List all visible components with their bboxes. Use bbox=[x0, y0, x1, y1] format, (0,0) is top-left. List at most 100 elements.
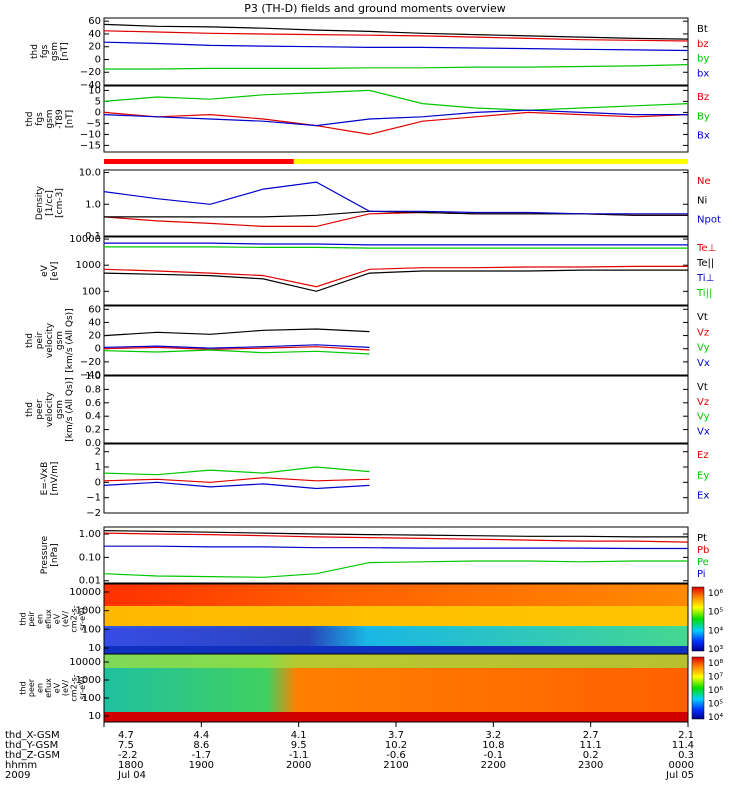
ephemeris-value: 4.1 bbox=[291, 730, 307, 741]
ephemeris-value: 0.3 bbox=[678, 750, 694, 761]
y-axis-label: [nPa] bbox=[50, 543, 60, 566]
y-axis-label: gsm bbox=[55, 331, 65, 350]
x-tick-label: 2200 bbox=[481, 760, 506, 771]
y-axis-label: thd bbox=[18, 681, 27, 694]
colorbar-tick-label: 10⁶ bbox=[708, 589, 723, 599]
y-tick-label: 60 bbox=[88, 304, 101, 315]
x-tick-label: 2100 bbox=[383, 760, 408, 771]
panel-1: 60 40 200 −20 −40 thd fgs gsm [nT] Bt bz by bx bbox=[30, 16, 709, 91]
y-tick-label: 10 bbox=[88, 711, 101, 722]
y-axis-label: en bbox=[35, 683, 44, 693]
y-axis-label: [nT] bbox=[60, 42, 70, 60]
y-axis-label: E=-VxB bbox=[40, 462, 50, 496]
panel-3: 10.0 1.0 0.1 Density [1/cc] [cm-3] Ne Ni Npot bbox=[35, 168, 721, 242]
ephemeris-label: thd_X-GSM bbox=[5, 730, 60, 741]
ephemeris-value: -1.7 bbox=[192, 750, 212, 761]
ephemeris-value: 3.2 bbox=[485, 730, 501, 741]
spectrogram-axis-2: 10000 1000 100 10 thd peer en eflux eV (eV/cm2-s-… bbox=[18, 657, 723, 723]
colorbar-tick-label: 10⁵ bbox=[708, 608, 723, 618]
legend-vz: Vz bbox=[697, 327, 709, 338]
ephemeris-value: 10.8 bbox=[482, 740, 504, 751]
y-axis-label: gsm bbox=[55, 400, 65, 419]
y-tick-label: 20 bbox=[88, 331, 101, 342]
y-tick-label: 0.01 bbox=[79, 576, 101, 587]
mode-bar-segment bbox=[293, 159, 688, 164]
electron-spectrogram-top-band bbox=[104, 654, 688, 668]
legend-ey: Ey bbox=[697, 470, 709, 481]
ion-spectrogram bbox=[103, 583, 705, 655]
y-axis-label: -T89 bbox=[55, 109, 65, 129]
legend-npot: Npot bbox=[697, 215, 721, 226]
y-tick-label: −15 bbox=[80, 140, 101, 151]
y-tick-label: −20 bbox=[80, 357, 101, 368]
ion-spectrogram-low-band bbox=[104, 626, 688, 648]
time-axis: 4.77.5-2.218004.48.6-1.719004.19.5-1.120… bbox=[5, 722, 694, 781]
y-axis-label: thd bbox=[25, 112, 35, 127]
date-label: Jul 04 bbox=[117, 770, 146, 781]
y-axis-label: thd bbox=[30, 44, 40, 59]
series-line-pt bbox=[103, 530, 688, 538]
y-axis-label: velocity bbox=[45, 322, 55, 358]
y-tick-label: 0 bbox=[95, 344, 101, 355]
y-tick-label: 1000 bbox=[76, 675, 101, 686]
ephemeris-value: 2.7 bbox=[583, 730, 599, 741]
panel-7: 2 1 0 −1 −2 E=-VxB [mV/m] Ez Ey Ex bbox=[40, 443, 709, 519]
electron-spectrogram-bottom-band bbox=[104, 712, 688, 722]
legend-bz: Bz bbox=[697, 92, 709, 103]
panel-frame bbox=[103, 443, 689, 514]
ion-colorbar bbox=[691, 586, 705, 652]
legend-bx: bx bbox=[697, 68, 709, 79]
series-line-vy bbox=[103, 349, 370, 355]
series-line-ti bbox=[104, 246, 688, 249]
legend-vy: Vy bbox=[697, 343, 710, 354]
x-tick-label: 0000 bbox=[669, 760, 694, 771]
y-tick-label: 0.4 bbox=[85, 411, 101, 422]
panel-frame bbox=[103, 305, 689, 376]
y-axis-label: eflux bbox=[44, 678, 53, 698]
y-tick-label: −10 bbox=[80, 129, 101, 140]
colorbar-tick-label: 10⁶ bbox=[708, 686, 723, 696]
legend-pb: Pb bbox=[697, 545, 709, 556]
y-axis-label: [eV] bbox=[50, 262, 60, 281]
series-line-pi bbox=[104, 545, 688, 550]
y-tick-label: 1000 bbox=[76, 260, 101, 271]
y-axis-label: eV bbox=[52, 682, 61, 693]
y-tick-label: 0.0 bbox=[85, 438, 101, 449]
series-line-ey bbox=[103, 466, 370, 476]
panel-frame bbox=[103, 17, 689, 86]
y-tick-label: 0 bbox=[95, 54, 101, 65]
y-axis-label: Density bbox=[35, 185, 45, 220]
mode-bar-segment bbox=[104, 159, 294, 164]
y-axis-label: eflux bbox=[44, 609, 53, 629]
y-tick-label: −40 bbox=[80, 370, 101, 381]
y-tick-label: −2 bbox=[86, 508, 101, 519]
y-axis-label: (eV/ bbox=[61, 611, 70, 628]
series-line-te bbox=[103, 265, 688, 288]
mode-bar bbox=[104, 159, 688, 164]
ion-spectrogram-bottom-band bbox=[104, 646, 688, 654]
legend-pi: Pi bbox=[697, 569, 706, 580]
legend-vx: Vx bbox=[697, 358, 710, 369]
panel-frame bbox=[103, 526, 689, 584]
legend-ne: Ne bbox=[697, 176, 711, 187]
y-tick-label: 100 bbox=[82, 624, 101, 635]
colorbar-tick-label: 10⁵ bbox=[708, 700, 723, 710]
y-tick-label: 0.10 bbox=[79, 552, 101, 563]
y-tick-label: 5 bbox=[95, 96, 101, 107]
y-axis-label: [mV/m] bbox=[50, 462, 60, 496]
series-line-te bbox=[103, 269, 688, 292]
legend-pe: Pe bbox=[697, 557, 709, 568]
legend-ex: Ex bbox=[697, 491, 709, 502]
series-line-ex bbox=[103, 481, 370, 490]
legend-vt: Vt bbox=[697, 312, 708, 323]
y-axis-label: [km/s (All Qs)] bbox=[65, 377, 75, 441]
series-line-ti bbox=[104, 242, 688, 246]
series-line-bt bbox=[103, 23, 689, 40]
legend-ti: Ti|| bbox=[696, 288, 712, 299]
ephemeris-label: 2009 bbox=[5, 770, 30, 781]
series-line-bx bbox=[103, 109, 688, 127]
y-tick-label: 0 bbox=[95, 107, 101, 118]
legend-pt: Pt bbox=[697, 533, 707, 544]
x-tick-label: 1800 bbox=[118, 760, 143, 771]
